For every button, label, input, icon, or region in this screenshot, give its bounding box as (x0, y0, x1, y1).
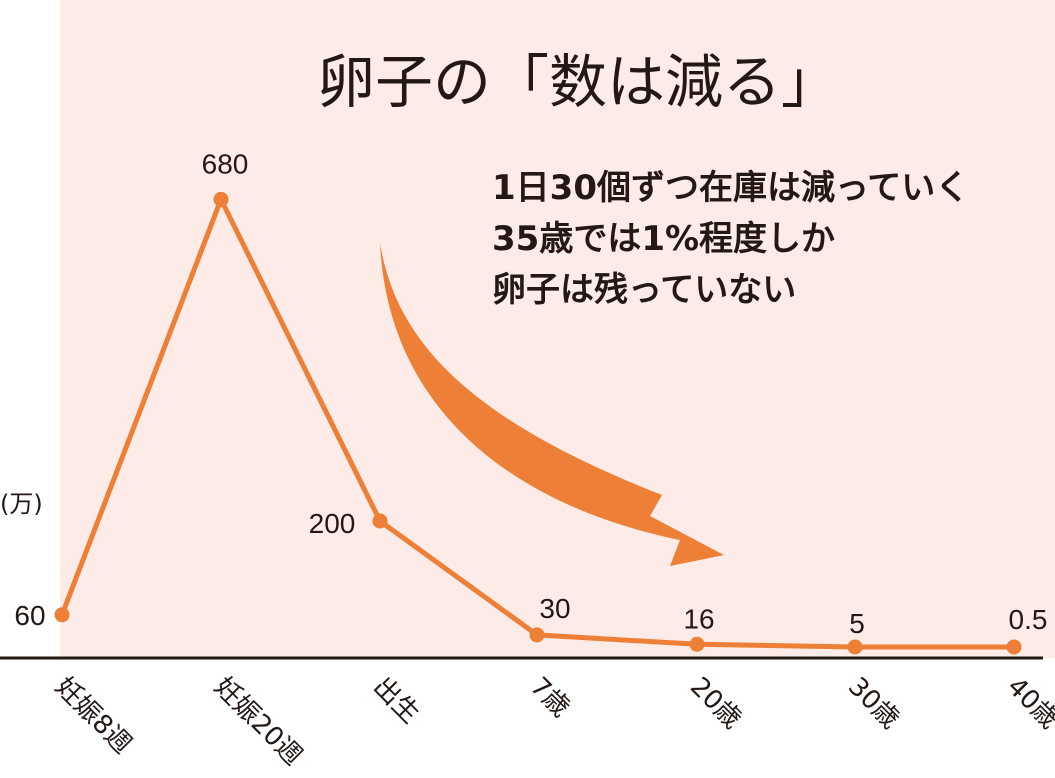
data-point (54, 607, 70, 623)
data-label: 16 (683, 603, 714, 634)
decrease-arrow (380, 243, 724, 566)
data-label: 60 (14, 600, 45, 631)
annotation-line-1: 1日30個ずつ在庫は減っていく (492, 168, 969, 208)
annotation-block: 1日30個ずつ在庫は減っていく 35歳では1%程度しか 卵子は残っていない (492, 168, 969, 310)
data-point (213, 191, 229, 207)
x-tick-label: 妊娠8週 (49, 672, 137, 760)
data-label: 200 (309, 508, 356, 539)
tick-layer: 妊娠8週 妊娠20週 出生 7歳 20歳 30歳 40歳 (49, 672, 1055, 772)
data-point (689, 636, 705, 652)
chart-title: 卵子の「数は減る」 (317, 48, 839, 116)
x-tick-label: 40歳 (1001, 672, 1055, 735)
data-label: 5 (849, 608, 865, 639)
data-point (1006, 639, 1022, 655)
x-tick-label: 出生 (367, 672, 425, 730)
data-label: 680 (202, 148, 249, 179)
data-label: 30 (539, 593, 570, 624)
x-tick-label: 妊娠20週 (208, 672, 308, 772)
series-layer: 60 680 200 30 16 5 0.5 (14, 148, 1048, 655)
chart-background-panel (60, 0, 1055, 658)
x-tick-label: 7歳 (524, 672, 575, 723)
data-point (847, 639, 863, 655)
annotation-line-3: 卵子は残っていない (492, 270, 796, 310)
x-tick-label: 30歳 (842, 672, 905, 735)
data-label: 0.5 (1009, 604, 1048, 635)
x-tick-label: 20歳 (684, 672, 747, 735)
annotation-line-2: 35歳では1%程度しか (492, 219, 835, 259)
data-point (529, 627, 545, 643)
data-point (372, 513, 388, 529)
unit-label: (万) (0, 490, 43, 518)
